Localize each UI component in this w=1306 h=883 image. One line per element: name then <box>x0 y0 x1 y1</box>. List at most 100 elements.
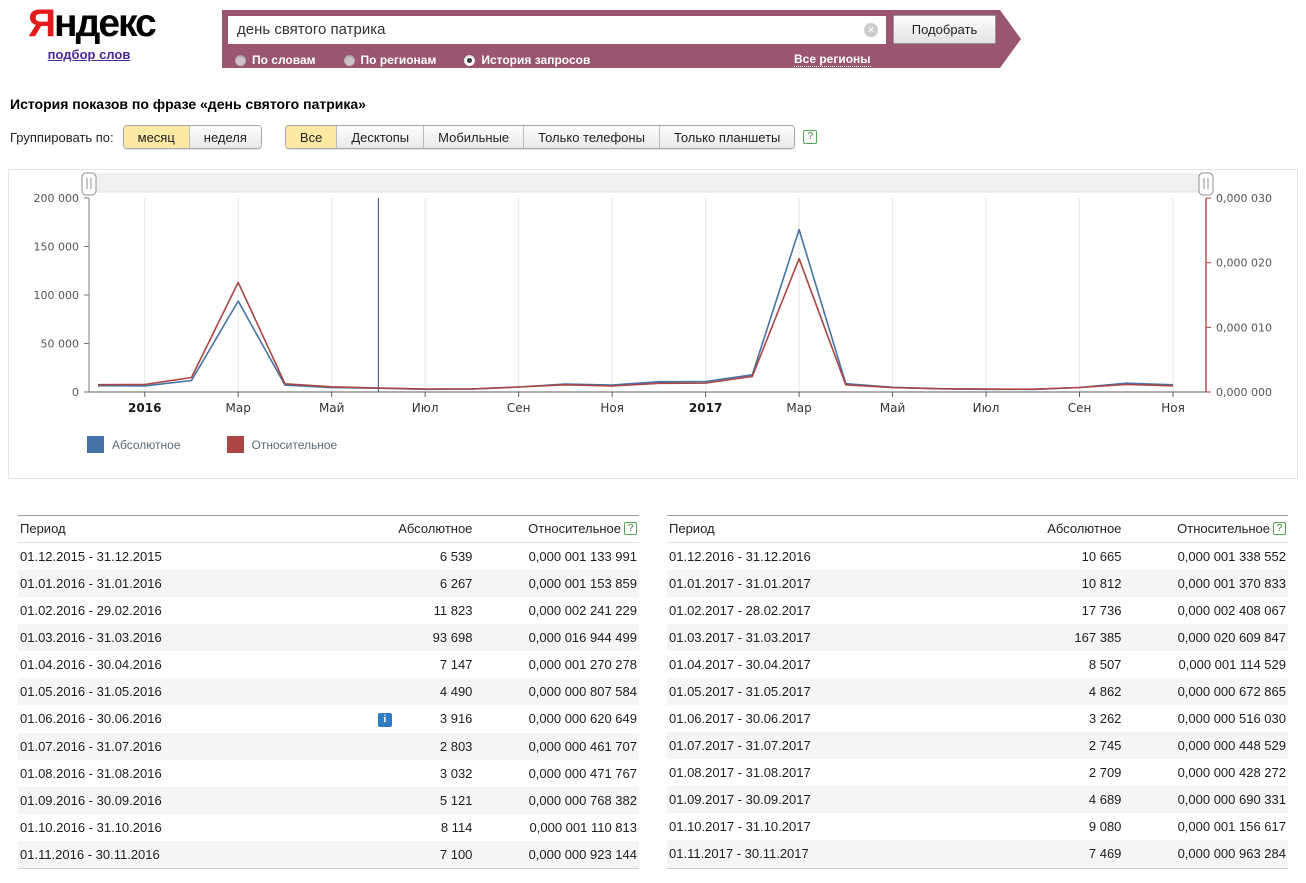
absolute-cell: 6 267 <box>439 576 473 591</box>
legend-item[interactable]: Абсолютное <box>87 436 181 453</box>
x-axis-label: Мар <box>226 401 251 415</box>
group-by-option[interactable]: неделя <box>188 126 261 148</box>
search-input[interactable] <box>228 15 886 44</box>
table-row: 01.09.2017 - 30.09.2017 4 689 0,000 000 69… <box>667 786 1288 814</box>
absolute-cell: 167 385 <box>1074 630 1122 646</box>
device-tab[interactable]: Десктопы <box>336 126 424 148</box>
mode-radio-label: По словам <box>252 53 316 67</box>
col-header-period: Период <box>667 515 959 543</box>
mode-radio-selected[interactable]: История запросов <box>464 53 590 67</box>
period-cell: 01.08.2016 - 31.08.2016 <box>20 765 162 781</box>
header: Яндекс подбор слов ✕ Подобрать По словам… <box>0 0 1306 88</box>
relative-cell: 0,000 020 609 847 <box>1177 630 1286 646</box>
wordstat-link[interactable]: подбор слов <box>47 47 131 62</box>
relative-help-icon[interactable]: ? <box>624 522 637 535</box>
x-axis-label: 2016 <box>128 401 161 415</box>
band-arrow-shape <box>1000 10 1021 68</box>
period-cell: 01.08.2017 - 31.08.2017 <box>669 765 811 781</box>
device-tab[interactable]: Мобильные <box>423 126 524 148</box>
absolute-cell: 4 862 <box>1088 684 1122 700</box>
table-row: 01.09.2016 - 30.09.2016 5 121 0,000 000 76… <box>18 786 639 814</box>
period-cell: 01.10.2016 - 31.10.2016 <box>20 819 162 835</box>
period-cell: 01.04.2017 - 30.04.2017 <box>669 657 811 673</box>
period-cell: 01.02.2017 - 28.02.2017 <box>669 603 811 619</box>
device-tab[interactable]: Все <box>285 126 337 148</box>
group-by-segmented: месяц неделя <box>122 125 262 149</box>
table-row: 01.08.2016 - 31.08.2016 3 032 0,000 000 47… <box>18 760 639 787</box>
table-row: 01.06.2017 - 30.06.2017 3 262 0,000 000 51… <box>667 705 1288 732</box>
absolute-cell: 17 736 <box>1081 603 1122 619</box>
range-handle-left[interactable] <box>81 172 97 196</box>
range-handle-right[interactable] <box>1198 172 1214 196</box>
period-cell: 01.12.2016 - 31.12.2016 <box>669 549 811 565</box>
radio-icon[interactable] <box>343 54 355 66</box>
left-axis-label: 100 000 <box>34 289 80 302</box>
series-line-relative <box>97 257 1174 390</box>
x-axis-label: Июл <box>412 401 439 415</box>
period-cell: 01.03.2017 - 31.03.2017 <box>669 630 811 646</box>
col-header-period: Период <box>18 515 310 543</box>
device-help-icon[interactable]: ? <box>803 130 818 144</box>
info-icon[interactable]: i <box>377 712 392 727</box>
table-row: 01.02.2017 - 28.02.2017 17 736 0,000 002 4… <box>667 597 1288 624</box>
table-row: 01.04.2016 - 30.04.2016 7 147 0,000 001 27… <box>18 651 639 678</box>
chart: 0 50 000 100 000 150 000 200 000 0,000 000 0,0… <box>8 169 1298 479</box>
x-axis-label: Ноя <box>1161 401 1185 415</box>
yandex-logo[interactable]: Яндекс <box>28 2 157 46</box>
table-row: 01.07.2016 - 31.07.2016 2 803 0,000 000 46… <box>18 732 639 760</box>
absolute-cell: 10 812 <box>1081 576 1122 592</box>
radio-icon[interactable] <box>464 54 476 66</box>
relative-cell: 0,000 000 963 284 <box>1177 846 1286 862</box>
period-cell: 01.06.2017 - 30.06.2017 <box>669 711 811 727</box>
table-row: 01.12.2016 - 31.12.2016 10 665 0,000 001 3… <box>667 543 1288 571</box>
relative-cell: 0,000 000 690 331 <box>1177 792 1286 808</box>
table-row: 01.10.2016 - 31.10.2016 8 114 0,000 001 11… <box>18 814 639 841</box>
absolute-cell: 3 032 <box>439 765 473 781</box>
submit-button[interactable]: Подобрать <box>893 15 996 44</box>
relative-cell: 0,000 000 471 767 <box>528 765 637 781</box>
relative-cell: 0,000 001 338 552 <box>1177 549 1286 565</box>
right-axis-label: 0,000 020 <box>1216 257 1272 270</box>
mode-radio-option[interactable]: По регионам <box>343 53 436 67</box>
relative-cell: 0,000 000 448 529 <box>1177 738 1286 754</box>
logo-block: Яндекс подбор слов <box>28 2 157 64</box>
relative-help-icon[interactable]: ? <box>1273 522 1286 535</box>
table-row: 01.01.2017 - 31.01.2017 10 812 0,000 001 3… <box>667 570 1288 598</box>
table-row: 01.01.2016 - 31.01.2016 6 267 0,000 001 15… <box>18 570 639 597</box>
clear-icon[interactable]: ✕ <box>864 22 878 37</box>
relative-cell: 0,000 016 944 499 <box>528 630 637 645</box>
table-row: 01.08.2017 - 31.08.2017 2 709 0,000 000 42… <box>667 759 1288 786</box>
all-regions-link[interactable]: Все регионы <box>794 52 871 67</box>
relative-cell: 0,000 000 620 649 <box>528 711 637 727</box>
left-axis-label: 150 000 <box>34 241 80 254</box>
mode-radio-label: История запросов <box>481 53 591 67</box>
absolute-cell: 6 539 <box>439 549 473 564</box>
relative-cell: 0,000 000 428 272 <box>1177 765 1286 781</box>
range-navigator-track[interactable] <box>88 173 1207 193</box>
relative-cell: 0,000 000 923 144 <box>528 846 637 862</box>
x-axis-label: Май <box>880 401 906 415</box>
mode-radio-option[interactable]: По словам <box>235 53 316 67</box>
legend-swatch <box>226 436 244 453</box>
left-axis-label: 0 <box>72 386 79 399</box>
table-row: 01.07.2017 - 31.07.2017 2 745 0,000 000 44… <box>667 732 1288 760</box>
table-2017: Период Абсолютное Относительное? 01.12.2016… <box>667 515 1288 869</box>
device-tabs: Все Десктопы Мобильные Только телефоны Тольк… <box>284 125 796 149</box>
table-row: 01.05.2017 - 31.05.2017 4 862 0,000 000 67… <box>667 678 1288 706</box>
device-tab[interactable]: Только планшеты <box>658 126 795 148</box>
period-cell: 01.05.2017 - 31.05.2017 <box>669 684 811 700</box>
legend-item[interactable]: Относительное <box>226 436 337 453</box>
period-cell: 01.04.2016 - 30.04.2016 <box>20 657 162 672</box>
device-tab[interactable]: Только телефоны <box>523 126 659 148</box>
left-axis-label: 50 000 <box>41 338 80 351</box>
chart-legend: Абсолютное Относительное <box>87 436 337 453</box>
legend-swatch <box>87 436 104 453</box>
relative-cell: 0,000 002 408 067 <box>1177 603 1286 619</box>
x-axis-label: Сен <box>507 401 531 415</box>
col-header-absolute: Абсолютное <box>309 515 475 543</box>
group-by-option[interactable]: месяц <box>123 126 189 148</box>
absolute-cell: 4 490 <box>439 684 473 699</box>
radio-icon[interactable] <box>235 54 246 66</box>
